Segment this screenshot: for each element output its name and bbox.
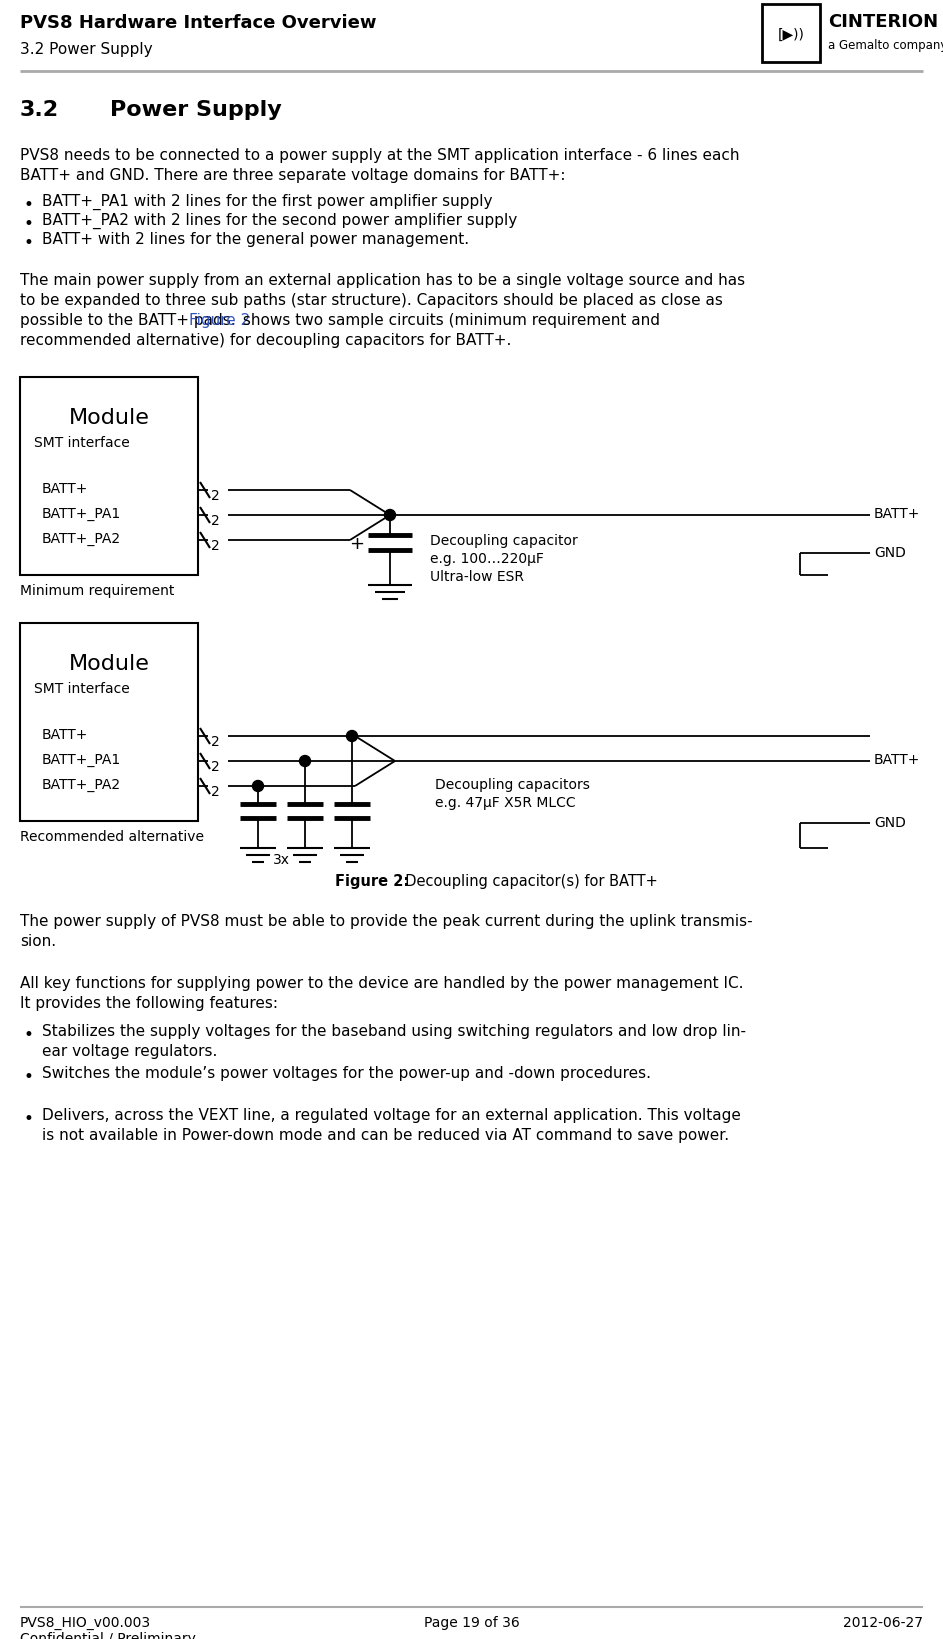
Text: +: + — [350, 534, 365, 552]
Text: Figure 2:: Figure 2: — [335, 874, 409, 888]
Text: Module: Module — [69, 408, 149, 428]
Text: BATT+: BATT+ — [874, 506, 920, 521]
Text: All key functions for supplying power to the device are handled by the power man: All key functions for supplying power to… — [20, 975, 743, 990]
Text: 2: 2 — [211, 488, 220, 503]
Text: e.g. 100…220μF: e.g. 100…220μF — [430, 552, 544, 565]
Text: ear voltage regulators.: ear voltage regulators. — [42, 1044, 218, 1059]
Text: BATT+_PA1 with 2 lines for the first power amplifier supply: BATT+_PA1 with 2 lines for the first pow… — [42, 193, 492, 210]
Text: 2: 2 — [211, 513, 220, 528]
Text: sion.: sion. — [20, 934, 57, 949]
Text: recommended alternative) for decoupling capacitors for BATT+.: recommended alternative) for decoupling … — [20, 333, 511, 347]
Text: Page 19 of 36: Page 19 of 36 — [423, 1614, 520, 1629]
Text: Decoupling capacitor(s) for BATT+: Decoupling capacitor(s) for BATT+ — [396, 874, 658, 888]
Text: BATT+_PA2 with 2 lines for the second power amplifier supply: BATT+_PA2 with 2 lines for the second po… — [42, 213, 518, 229]
Text: possible to the BATT+ pads.: possible to the BATT+ pads. — [20, 313, 240, 328]
Text: 2: 2 — [211, 759, 220, 774]
Circle shape — [253, 782, 263, 792]
Text: Delivers, across the VEXT line, a regulated voltage for an external application.: Delivers, across the VEXT line, a regula… — [42, 1108, 741, 1123]
Text: BATT+_PA2: BATT+_PA2 — [42, 777, 121, 792]
Text: The power supply of PVS8 must be able to provide the peak current during the upl: The power supply of PVS8 must be able to… — [20, 913, 753, 928]
Text: Module: Module — [69, 654, 149, 674]
Text: PVS8 Hardware Interface Overview: PVS8 Hardware Interface Overview — [20, 15, 376, 33]
Text: [▶)): [▶)) — [778, 28, 804, 43]
Text: BATT+: BATT+ — [874, 752, 920, 767]
Text: The main power supply from an external application has to be a single voltage so: The main power supply from an external a… — [20, 272, 745, 288]
Text: GND: GND — [874, 546, 906, 559]
Bar — [762, 5, 820, 62]
Text: Stabilizes the supply voltages for the baseband using switching regulators and l: Stabilizes the supply voltages for the b… — [42, 1023, 746, 1039]
Text: 3x: 3x — [273, 852, 290, 867]
Text: 3.2: 3.2 — [20, 100, 59, 120]
Text: Decoupling capacitors: Decoupling capacitors — [435, 777, 590, 792]
Text: Decoupling capacitor: Decoupling capacitor — [430, 534, 578, 547]
Text: 2: 2 — [211, 785, 220, 798]
Text: •: • — [24, 1067, 34, 1085]
Text: a Gemalto company: a Gemalto company — [828, 39, 943, 52]
Text: BATT+_PA1: BATT+_PA1 — [42, 752, 122, 767]
Text: •: • — [24, 1110, 34, 1128]
Text: Ultra-low ESR: Ultra-low ESR — [430, 570, 524, 583]
Text: shows two sample circuits (minimum requirement and: shows two sample circuits (minimum requi… — [238, 313, 660, 328]
Text: •: • — [24, 215, 34, 233]
Text: Power Supply: Power Supply — [110, 100, 282, 120]
Text: •: • — [24, 197, 34, 213]
Text: BATT+: BATT+ — [42, 728, 89, 741]
Text: e.g. 47μF X5R MLCC: e.g. 47μF X5R MLCC — [435, 795, 575, 810]
Text: Confidential / Preliminary: Confidential / Preliminary — [20, 1631, 196, 1639]
Circle shape — [346, 731, 357, 742]
Text: is not available in Power-down mode and can be reduced via AT command to save po: is not available in Power-down mode and … — [42, 1128, 729, 1142]
Text: Recommended alternative: Recommended alternative — [20, 829, 204, 844]
Circle shape — [300, 756, 310, 767]
Text: SMT interface: SMT interface — [34, 436, 130, 449]
Text: SMT interface: SMT interface — [34, 682, 130, 695]
Text: Figure 2: Figure 2 — [190, 313, 251, 328]
Text: PVS8 needs to be connected to a power supply at the SMT application interface - : PVS8 needs to be connected to a power su… — [20, 148, 739, 162]
Text: to be expanded to three sub paths (star structure). Capacitors should be placed : to be expanded to three sub paths (star … — [20, 293, 723, 308]
Text: 3.2 Power Supply: 3.2 Power Supply — [20, 43, 153, 57]
Text: PVS8_HIO_v00.003: PVS8_HIO_v00.003 — [20, 1614, 151, 1629]
Text: GND: GND — [874, 816, 906, 829]
Text: BATT+ and GND. There are three separate voltage domains for BATT+:: BATT+ and GND. There are three separate … — [20, 167, 566, 184]
Text: BATT+: BATT+ — [42, 482, 89, 495]
Text: Minimum requirement: Minimum requirement — [20, 583, 174, 598]
Text: BATT+ with 2 lines for the general power management.: BATT+ with 2 lines for the general power… — [42, 231, 469, 247]
Text: 2012-06-27: 2012-06-27 — [843, 1614, 923, 1629]
Bar — [20, 623, 198, 821]
Bar — [20, 377, 198, 575]
Text: BATT+_PA1: BATT+_PA1 — [42, 506, 122, 521]
Text: 2: 2 — [211, 734, 220, 749]
Text: It provides the following features:: It provides the following features: — [20, 995, 278, 1010]
Text: CINTERION: CINTERION — [828, 13, 938, 31]
Text: •: • — [24, 1026, 34, 1044]
Text: •: • — [24, 234, 34, 252]
Text: BATT+_PA2: BATT+_PA2 — [42, 531, 121, 546]
Text: 2: 2 — [211, 539, 220, 552]
Circle shape — [385, 510, 395, 521]
Text: Switches the module’s power voltages for the power-up and -down procedures.: Switches the module’s power voltages for… — [42, 1065, 651, 1080]
